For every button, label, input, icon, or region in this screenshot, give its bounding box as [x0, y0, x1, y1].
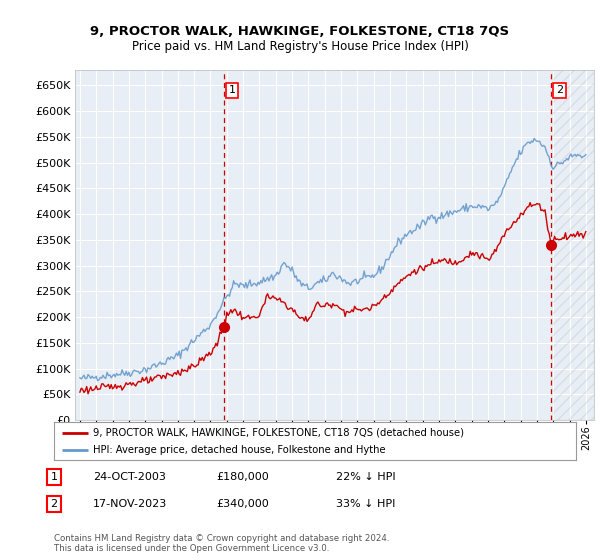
Text: Price paid vs. HM Land Registry's House Price Index (HPI): Price paid vs. HM Land Registry's House … [131, 40, 469, 53]
Text: HPI: Average price, detached house, Folkestone and Hythe: HPI: Average price, detached house, Folk… [93, 445, 386, 455]
Text: 1: 1 [229, 86, 236, 95]
Text: 17-NOV-2023: 17-NOV-2023 [93, 499, 167, 509]
Text: 33% ↓ HPI: 33% ↓ HPI [336, 499, 395, 509]
Text: 1: 1 [50, 472, 58, 482]
Text: 22% ↓ HPI: 22% ↓ HPI [336, 472, 395, 482]
Text: £180,000: £180,000 [216, 472, 269, 482]
Bar [553, 70, 594, 420]
Text: Contains HM Land Registry data © Crown copyright and database right 2024.
This d: Contains HM Land Registry data © Crown c… [54, 534, 389, 553]
Text: £340,000: £340,000 [216, 499, 269, 509]
Text: 2: 2 [556, 86, 563, 95]
Text: 9, PROCTOR WALK, HAWKINGE, FOLKESTONE, CT18 7QS (detached house): 9, PROCTOR WALK, HAWKINGE, FOLKESTONE, C… [93, 428, 464, 438]
Text: 2: 2 [50, 499, 58, 509]
Text: 9, PROCTOR WALK, HAWKINGE, FOLKESTONE, CT18 7QS: 9, PROCTOR WALK, HAWKINGE, FOLKESTONE, C… [91, 25, 509, 38]
Text: 24-OCT-2003: 24-OCT-2003 [93, 472, 166, 482]
